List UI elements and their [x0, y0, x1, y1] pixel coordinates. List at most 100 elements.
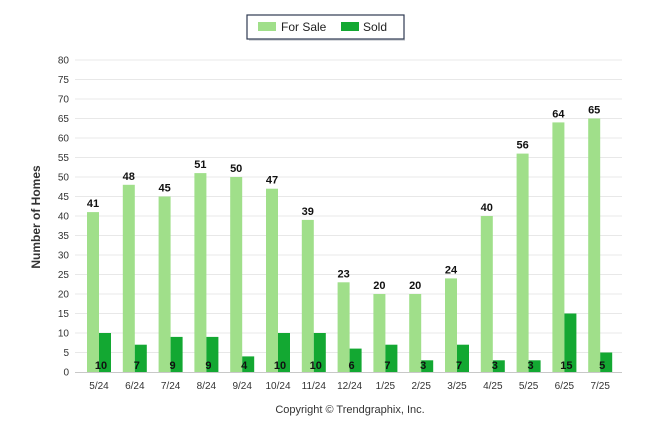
x-tick-label: 6/24 [125, 381, 145, 392]
y-tick-label: 75 [58, 75, 70, 86]
y-tick-label: 80 [58, 56, 70, 67]
y-tick-label: 5 [63, 348, 69, 359]
data-label-sold: 3 [528, 360, 534, 372]
x-tick-label: 1/25 [376, 381, 396, 392]
bar-sold [206, 336, 219, 372]
x-tick-label: 4/25 [483, 381, 503, 392]
x-tick-label: 2/25 [411, 381, 431, 392]
x-tick-label: 12/24 [337, 381, 362, 392]
bar-sold [600, 352, 613, 372]
bar-for-sale [158, 196, 171, 372]
bar-sold [170, 336, 183, 372]
y-tick-label: 60 [58, 134, 70, 145]
legend-swatch-for-sale [258, 22, 276, 31]
bar-for-sale [337, 282, 350, 372]
y-tick-label: 70 [58, 95, 70, 106]
data-label-sold: 7 [384, 360, 390, 372]
x-tick-label: 6/25 [555, 381, 575, 392]
y-tick-label: 50 [58, 173, 70, 184]
bar-for-sale [516, 153, 529, 372]
data-label-sold: 7 [134, 360, 140, 372]
bar-for-sale [445, 278, 457, 372]
y-tick-label: 55 [58, 153, 70, 164]
legend-label-sold: Sold [363, 20, 387, 34]
y-tick-label: 40 [58, 212, 70, 223]
data-labels: 41 10 48 7 45 9 51 9 50 4 47 10 39 10 23 6 20 7 20 3 24 7 40 3 5… [87, 105, 605, 373]
data-label-sold: 10 [274, 360, 286, 372]
data-label-sold: 10 [310, 360, 322, 372]
data-label-sold: 6 [349, 360, 355, 372]
data-label-for-sale: 56 [516, 140, 528, 152]
bar-sold [385, 344, 398, 372]
bar-for-sale [122, 184, 135, 372]
data-label-for-sale: 51 [194, 159, 206, 171]
bar-for-sale [480, 216, 493, 372]
legend-label-for-sale: For Sale [281, 20, 327, 34]
bar-sold [278, 333, 290, 372]
bar-sold [99, 333, 111, 372]
bar-sold [242, 356, 255, 372]
bar-for-sale [87, 212, 99, 372]
data-label-sold: 10 [95, 360, 107, 372]
bar-sold [313, 333, 326, 372]
bar-for-sale [230, 177, 243, 372]
y-tick-label: 35 [58, 231, 70, 242]
y-tick-label: 20 [58, 290, 70, 301]
y-tick-label: 65 [58, 114, 70, 125]
data-label-sold: 9 [170, 360, 176, 372]
data-label-for-sale: 24 [445, 264, 458, 276]
data-label-sold: 7 [456, 360, 462, 372]
bar-sold [349, 348, 362, 372]
legend: For Sale Sold [246, 14, 405, 41]
y-tick-label: 25 [58, 270, 70, 281]
bar-for-sale [373, 294, 386, 372]
data-label-for-sale: 64 [552, 108, 565, 120]
bars [87, 118, 613, 373]
data-label-sold: 4 [241, 360, 248, 372]
bar-for-sale [552, 122, 565, 373]
x-tick-label: 11/24 [302, 381, 327, 392]
data-label-for-sale: 50 [230, 163, 242, 175]
legend-swatch-sold [341, 22, 359, 31]
bar-sold [457, 344, 469, 372]
y-tick-label: 45 [58, 192, 70, 203]
x-tick-label: 5/25 [519, 381, 539, 392]
bar-sold [134, 344, 147, 372]
x-tick-label: 5/24 [89, 381, 109, 392]
data-label-for-sale: 39 [302, 206, 314, 218]
data-label-for-sale: 41 [87, 198, 99, 210]
data-label-sold: 9 [205, 360, 211, 372]
x-tick-label: 8/24 [197, 381, 217, 392]
data-label-sold: 3 [492, 360, 498, 372]
y-tick-label: 10 [58, 329, 70, 340]
x-tick-label: 10/24 [265, 381, 290, 392]
data-label-for-sale: 48 [123, 171, 135, 183]
bar-for-sale [194, 173, 207, 372]
data-label-sold: 15 [560, 360, 572, 372]
bar-sold [564, 313, 577, 372]
data-label-sold: 5 [599, 360, 605, 372]
data-label-for-sale: 40 [481, 202, 493, 214]
y-tick-label: 15 [58, 309, 70, 320]
data-label-for-sale: 45 [158, 183, 170, 195]
data-label-for-sale: 65 [588, 105, 600, 117]
bar-sold [492, 360, 505, 372]
data-label-for-sale: 47 [266, 175, 278, 187]
bar-sold [528, 360, 541, 372]
bar-for-sale [409, 294, 422, 372]
y-axis-title: Number of Homes [29, 165, 43, 269]
y-tick-label: 30 [58, 251, 70, 262]
data-label-sold: 3 [420, 360, 426, 372]
data-label-for-sale: 23 [337, 268, 349, 280]
x-tick-label: 7/24 [161, 381, 181, 392]
data-label-for-sale: 20 [373, 280, 385, 292]
bar-for-sale [266, 188, 278, 372]
bar-for-sale [588, 118, 601, 372]
bar-sold [421, 360, 434, 372]
y-tick-label: 0 [63, 368, 69, 379]
bar-for-sale [301, 219, 314, 372]
x-tick-label: 7/25 [590, 381, 610, 392]
